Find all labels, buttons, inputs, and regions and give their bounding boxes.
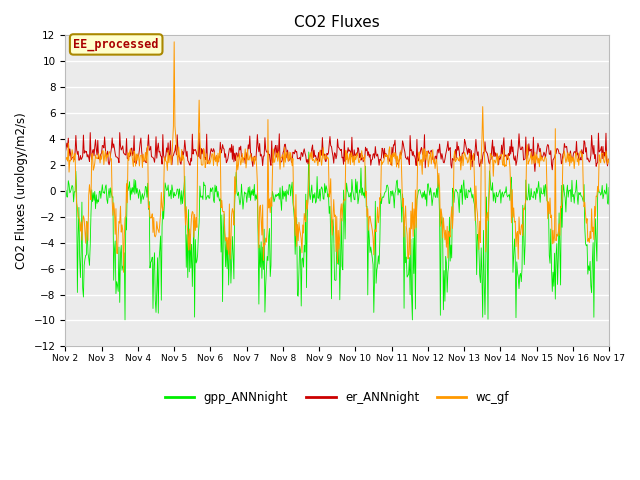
Line: wc_gf: wc_gf — [65, 42, 609, 272]
Title: CO2 Fluxes: CO2 Fluxes — [294, 15, 380, 30]
wc_gf — [61, 153, 69, 158]
gpp_ANNnight — [182, 264, 190, 270]
gpp_ANNnight — [211, 182, 219, 188]
gpp_ANNnight — [71, 189, 79, 195]
Line: gpp_ANNnight: gpp_ANNnight — [65, 152, 609, 320]
gpp_ANNnight — [61, 192, 69, 198]
gpp_ANNnight — [408, 317, 416, 323]
er_ANNnight — [116, 130, 124, 135]
wc_gf — [605, 159, 613, 165]
gpp_ANNnight — [605, 185, 613, 191]
gpp_ANNnight — [404, 273, 412, 278]
er_ANNnight — [71, 149, 79, 155]
er_ANNnight — [404, 154, 412, 159]
gpp_ANNnight — [127, 185, 135, 191]
wc_gf — [212, 152, 220, 158]
er_ANNnight — [212, 157, 220, 163]
wc_gf — [71, 151, 79, 156]
er_ANNnight — [183, 148, 191, 154]
gpp_ANNnight — [305, 149, 312, 155]
er_ANNnight — [420, 151, 428, 156]
wc_gf — [120, 269, 127, 275]
er_ANNnight — [61, 150, 69, 156]
Text: EE_processed: EE_processed — [74, 38, 159, 51]
er_ANNnight — [531, 168, 539, 174]
wc_gf — [128, 151, 136, 157]
Y-axis label: CO2 Fluxes (urology/m2/s): CO2 Fluxes (urology/m2/s) — [15, 112, 28, 269]
Legend: gpp_ANNnight, er_ANNnight, wc_gf: gpp_ANNnight, er_ANNnight, wc_gf — [160, 386, 514, 409]
wc_gf — [170, 39, 178, 45]
Line: er_ANNnight: er_ANNnight — [65, 132, 609, 171]
wc_gf — [420, 146, 428, 152]
gpp_ANNnight — [420, 188, 428, 194]
er_ANNnight — [128, 145, 136, 151]
wc_gf — [184, 233, 191, 239]
wc_gf — [404, 256, 412, 262]
er_ANNnight — [605, 156, 613, 162]
